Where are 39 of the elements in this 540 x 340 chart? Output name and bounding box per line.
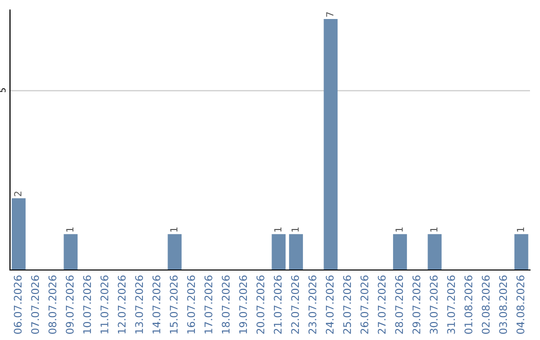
x-tick-label: 17.07.2026 — [204, 276, 212, 334]
x-tick-label: 10.07.2026 — [83, 276, 92, 334]
x-tick-label: 08.07.2026 — [48, 276, 56, 334]
x-tick-label: 03.08.2026 — [499, 276, 508, 334]
data-label: 1 — [292, 227, 299, 232]
x-tick-label: 11.07.2026 — [100, 276, 108, 334]
x-tick-label: 22.07.2026 — [291, 276, 300, 334]
x-tick-label: 01.08.2026 — [464, 276, 472, 334]
data-label: 1 — [430, 227, 438, 232]
x-tick-label: 23.07.2026 — [308, 276, 316, 334]
x-tick-label: 30.07.2026 — [430, 276, 438, 334]
x-tick-label: 09.07.2026 — [66, 276, 74, 334]
x-tick-label: 14.07.2026 — [152, 276, 160, 334]
x-tick-label: 24.07.2026 — [326, 276, 334, 334]
data-label: 7 — [326, 12, 334, 17]
x-tick-label: 13.07.2026 — [135, 276, 144, 334]
data-label: 2 — [14, 192, 22, 196]
x-tick-label: 19.07.2026 — [239, 276, 248, 334]
data-label: 1 — [516, 227, 524, 232]
x-tick-label: 28.07.2026 — [395, 276, 404, 334]
x-tick-label: 29.07.2026 — [412, 276, 420, 334]
x-tick-label: 15.07.2026 — [170, 276, 178, 334]
data-label: 1 — [396, 227, 403, 232]
x-tick-label: 07.07.2026 — [31, 276, 40, 334]
x-tick-label: 21.07.2026 — [274, 276, 282, 334]
x-tick-label: 04.08.2026 — [516, 276, 524, 334]
x-tick-label: 25.07.2026 — [343, 276, 352, 334]
x-tick-label: 26.07.2026 — [360, 276, 368, 334]
data-label: 1 — [170, 227, 178, 232]
x-tick-label: 31.07.2026 — [447, 276, 456, 334]
x-tick-label: 20.07.2026 — [256, 276, 264, 334]
x-tick-label: 02.08.2026 — [482, 276, 490, 334]
x-tick-label: 16.07.2026 — [187, 276, 196, 334]
x-tick-label: 06.07.2026 — [14, 276, 22, 334]
x-tick-label: 12.07.2026 — [118, 276, 126, 334]
x-tick-label: 18.07.2026 — [222, 276, 230, 334]
data-label: 1 — [66, 227, 74, 232]
data-label: 1 — [274, 227, 282, 232]
x-tick-label: 27.07.2026 — [378, 276, 386, 334]
